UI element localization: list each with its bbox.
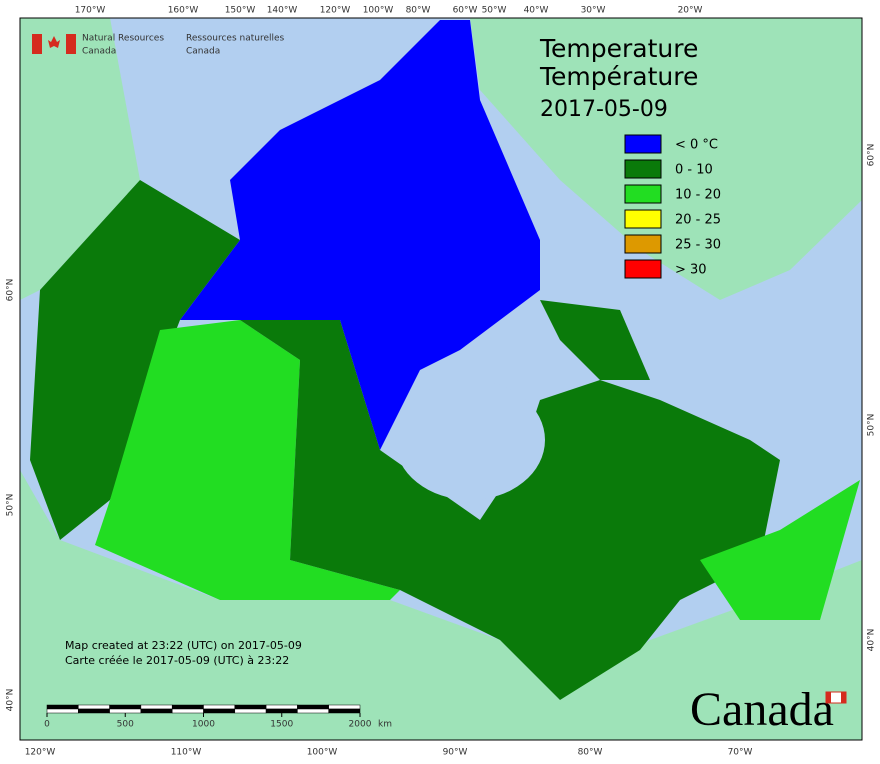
scale-segment	[234, 708, 267, 714]
hudson-bay	[395, 380, 545, 500]
longitude-label: 80°W	[578, 748, 603, 758]
legend-swatch	[624, 159, 662, 179]
longitude-label: 170°W	[75, 6, 106, 16]
united-states	[20, 470, 862, 740]
latitude-label: 50°N	[867, 414, 877, 437]
longitude-label: 40°W	[524, 6, 549, 16]
scale-segment	[171, 708, 204, 714]
scale-segment	[78, 708, 110, 714]
scale-label: 2000	[349, 720, 372, 730]
credit: Map created at 23:22 (UTC) on 2017-05-09	[65, 639, 302, 652]
longitude-label: 100°W	[307, 748, 338, 758]
scale-unit: km	[378, 720, 392, 730]
legend-label: 20 - 25	[675, 213, 721, 228]
longitude-label: 160°W	[168, 6, 199, 16]
date: 2017-05-09	[540, 97, 668, 122]
longitude-label: 80°W	[406, 6, 431, 16]
longitude-label: 120°W	[25, 748, 56, 758]
longitude-label: 60°W	[453, 6, 478, 16]
scale-label: 0	[44, 720, 50, 730]
longitude-label: 50°W	[482, 6, 507, 16]
scale-segment	[297, 704, 329, 710]
region-labrador	[540, 300, 650, 380]
longitude-label: 150°W	[225, 6, 256, 16]
scale-segment	[140, 708, 173, 714]
longitude-label: 30°W	[581, 6, 606, 16]
scale-segment	[140, 704, 173, 710]
longitude-label: 120°W	[320, 6, 351, 16]
scale-segment	[234, 704, 267, 710]
map-frame	[19, 17, 863, 741]
flag-bar	[32, 34, 42, 54]
legend-swatch	[624, 184, 662, 204]
scale-segment	[265, 704, 298, 710]
legend-swatch	[624, 234, 662, 254]
agency-en: Canada	[82, 47, 116, 57]
latitude-label: 60°N	[6, 279, 16, 302]
scale-segment	[265, 708, 298, 714]
scale-label: 1000	[192, 720, 215, 730]
region-arctic	[180, 20, 540, 450]
latitude-label: 40°N	[867, 629, 877, 652]
longitude-label: 20°W	[678, 6, 703, 16]
scale-segment	[203, 708, 236, 714]
scale-segment	[203, 704, 236, 710]
longitude-label: 100°W	[363, 6, 394, 16]
region-maritimes	[700, 480, 860, 620]
agency-fr: Canada	[186, 47, 220, 57]
wordmark-flag	[826, 692, 831, 703]
scale-segment	[171, 704, 204, 710]
scale-segment	[78, 704, 110, 710]
legend-swatch	[624, 209, 662, 229]
scale-segment	[46, 708, 79, 714]
region-prairies	[95, 320, 400, 600]
greenland	[470, 18, 862, 300]
longitude-label: 110°W	[171, 748, 202, 758]
legend-swatch	[624, 134, 662, 154]
legend-label: 0 - 10	[675, 163, 713, 178]
scale-segment	[109, 708, 142, 714]
credit: Carte créée le 2017-05-09 (UTC) à 23:22	[65, 654, 289, 667]
scale-segment	[297, 708, 329, 714]
legend-label: > 30	[675, 263, 707, 278]
region-central	[240, 320, 780, 700]
longitude-label: 140°W	[267, 6, 298, 16]
latitude-label: 40°N	[6, 689, 16, 712]
wordmark: Canada	[690, 683, 834, 736]
latitude-label: 50°N	[6, 494, 16, 517]
longitude-label: 70°W	[728, 748, 753, 758]
scale-label: 1500	[270, 720, 293, 730]
wordmark-flag	[841, 692, 846, 703]
scale-segment	[328, 704, 361, 710]
alaska	[20, 18, 140, 300]
scale-segment	[328, 708, 361, 714]
flag-leaf	[48, 36, 60, 48]
scale-segment	[109, 704, 142, 710]
legend-label: 25 - 30	[675, 238, 721, 253]
legend-label: < 0 °C	[675, 138, 718, 153]
flag-bar	[66, 34, 76, 54]
latitude-label: 60°N	[867, 144, 877, 167]
scale-label: 500	[117, 720, 134, 730]
longitude-label: 90°W	[443, 748, 468, 758]
scale-segment	[46, 704, 79, 710]
legend-label: 10 - 20	[675, 188, 721, 203]
title: Temperature	[539, 34, 698, 63]
agency-en: Natural Resources	[82, 34, 164, 44]
agency-fr: Ressources naturelles	[186, 34, 285, 44]
legend-swatch	[624, 259, 662, 279]
title: Température	[539, 62, 698, 91]
region-west	[30, 180, 240, 540]
